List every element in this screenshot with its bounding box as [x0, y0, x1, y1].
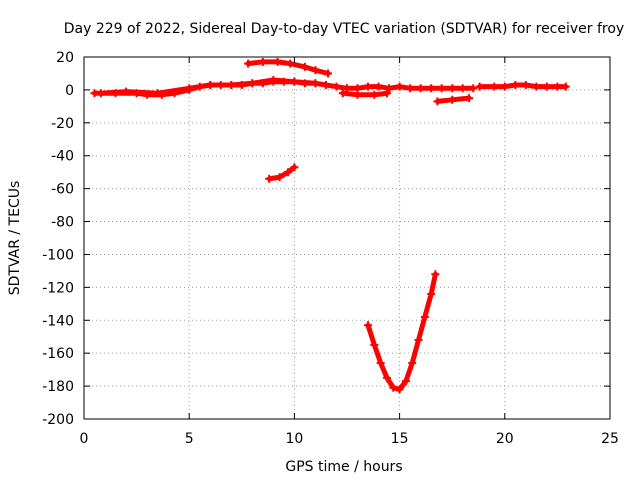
- data-point: [532, 82, 541, 91]
- data-point: [433, 97, 442, 106]
- y-tick-label: -200: [42, 412, 74, 428]
- data-point: [521, 80, 530, 89]
- data-point: [414, 336, 423, 345]
- data-point: [258, 57, 267, 66]
- y-tick-label: -140: [42, 313, 74, 329]
- data-point: [406, 84, 415, 93]
- data-point: [286, 59, 295, 68]
- y-tick-label: -20: [51, 116, 74, 132]
- data-point: [431, 270, 440, 279]
- y-tick-label: -60: [51, 182, 74, 198]
- y-tick-label: -40: [51, 149, 74, 165]
- data-point: [389, 383, 398, 392]
- data-point: [338, 89, 347, 98]
- data-point: [321, 80, 330, 89]
- data-point: [96, 89, 105, 98]
- data-point: [542, 82, 551, 91]
- data-point: [382, 89, 391, 98]
- data-point: [374, 82, 383, 91]
- data-point: [370, 340, 379, 349]
- series-4-trace: [340, 90, 390, 98]
- data-point: [364, 82, 373, 91]
- data-point: [332, 82, 341, 91]
- data-point: [448, 95, 457, 104]
- data-point: [370, 90, 379, 99]
- y-tick-label: -80: [51, 215, 74, 231]
- data-point: [311, 79, 320, 88]
- data-point: [475, 82, 484, 91]
- data-point: [469, 84, 478, 93]
- data-point: [273, 57, 282, 66]
- y-tick-label: 0: [65, 83, 74, 99]
- data-point: [553, 82, 562, 91]
- data-point: [353, 90, 362, 99]
- data-point: [458, 84, 467, 93]
- y-tick-label: -120: [42, 280, 74, 296]
- x-axis-label: GPS time / hours: [285, 459, 402, 475]
- data-point: [324, 69, 333, 78]
- data-point: [153, 89, 162, 98]
- data-point: [265, 174, 274, 183]
- data-point: [401, 377, 410, 386]
- y-tick-label: 20: [56, 50, 74, 66]
- data-point: [284, 168, 293, 177]
- data-point: [275, 173, 284, 182]
- x-tick-label: 10: [285, 431, 303, 447]
- data-point: [437, 84, 446, 93]
- x-tick-label: 5: [185, 431, 194, 447]
- data-point: [376, 359, 385, 368]
- data-point: [427, 289, 436, 298]
- data-point: [248, 79, 257, 88]
- data-point: [343, 84, 351, 93]
- data-point: [290, 163, 299, 172]
- data-point: [395, 82, 404, 91]
- plot-frame: [83, 56, 611, 420]
- data-point: [382, 373, 391, 382]
- data-point: [244, 59, 253, 68]
- y-axis-label: SDTVAR / TECUs: [7, 181, 23, 296]
- x-tick-label: 20: [496, 431, 514, 447]
- data-point: [185, 84, 194, 93]
- x-tick-label: 25: [601, 431, 619, 447]
- data-point: [511, 80, 520, 89]
- grid-lines: [84, 57, 610, 419]
- data-point: [465, 94, 474, 103]
- data-point: [300, 62, 309, 71]
- data-point: [448, 84, 457, 93]
- chart-title: Day 229 of 2022, Sidereal Day-to-day VTE…: [64, 21, 624, 37]
- axis-ticks: 0 5 10 15 20 25 20 0 -20 -40 -60 -80 -100 -120 -140 -16…: [42, 50, 619, 447]
- series-2-trace: [98, 77, 318, 96]
- data-point: [290, 77, 299, 86]
- y-tick-label: -160: [42, 346, 74, 362]
- series-7-trace: [266, 164, 297, 182]
- data-series: [90, 57, 570, 394]
- y-tick-label: -180: [42, 379, 74, 395]
- data-point: [416, 84, 425, 93]
- data-point: [408, 359, 417, 368]
- data-point: [122, 87, 131, 96]
- x-tick-label: 0: [80, 431, 89, 447]
- data-point: [490, 82, 499, 91]
- data-point: [500, 82, 509, 91]
- y-tick-label: -100: [42, 247, 74, 263]
- data-point: [420, 312, 429, 321]
- data-point: [427, 84, 436, 93]
- data-point: [395, 385, 404, 394]
- data-point: [364, 321, 373, 330]
- series-8-trace: [365, 271, 438, 392]
- data-point: [206, 80, 215, 89]
- data-point: [227, 80, 236, 89]
- x-tick-label: 15: [391, 431, 409, 447]
- data-point: [385, 84, 394, 93]
- data-point: [269, 76, 278, 85]
- data-point: [311, 66, 320, 75]
- data-point: [561, 82, 570, 91]
